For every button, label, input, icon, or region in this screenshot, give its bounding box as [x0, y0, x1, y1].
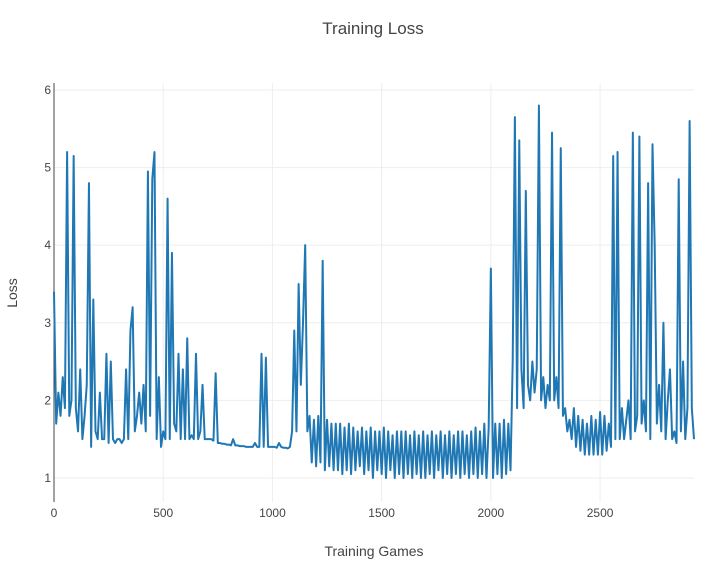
x-tick-label: 2500: [587, 506, 614, 520]
y-tick-label: 5: [44, 161, 51, 175]
x-axis-title: Training Games: [324, 543, 423, 559]
y-tick-label: 4: [44, 238, 51, 252]
y-axis-title: Loss: [4, 278, 20, 308]
x-tick-label: 0: [51, 506, 58, 520]
y-tick-label: 1: [44, 471, 51, 485]
x-tick-label: 1000: [259, 506, 286, 520]
x-tick-label: 1500: [368, 506, 395, 520]
x-tick-label: 2000: [478, 506, 505, 520]
y-tick-label: 2: [44, 393, 51, 407]
loss-line: [53, 104, 695, 479]
y-tick-label: 6: [44, 83, 51, 97]
chart-title: Training Loss: [322, 19, 423, 38]
y-tick-label: 3: [44, 316, 51, 330]
x-tick-label: 500: [153, 506, 173, 520]
